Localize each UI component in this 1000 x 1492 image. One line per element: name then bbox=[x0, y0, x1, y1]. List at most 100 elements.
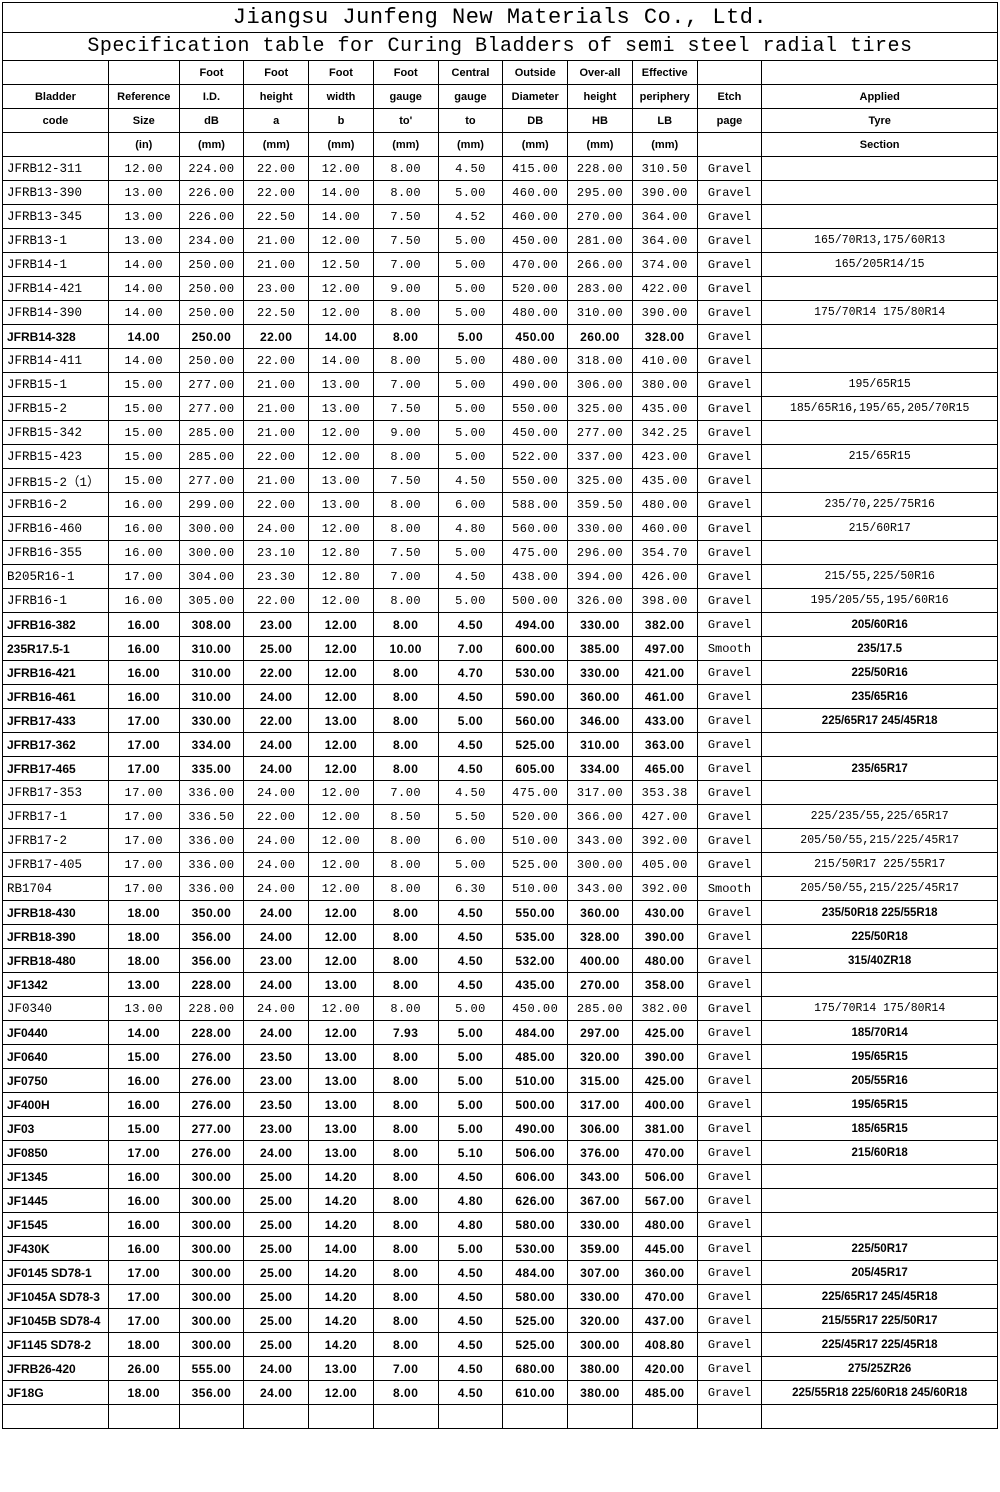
cell: 12.00 bbox=[309, 733, 374, 757]
cell: 12.00 bbox=[309, 877, 374, 901]
cell: 16.00 bbox=[108, 613, 179, 637]
cell: 16.00 bbox=[108, 1237, 179, 1261]
cell: 425.00 bbox=[632, 1021, 697, 1045]
cell: 175/70R14 175/80R14 bbox=[762, 301, 998, 325]
cell: 12.00 bbox=[309, 949, 374, 973]
cell: Gravel bbox=[697, 421, 762, 445]
table-row: JF1045B SD78-417.00300.0025.0014.208.004… bbox=[3, 1309, 998, 1333]
cell: 335.00 bbox=[179, 757, 244, 781]
cell: 8.00 bbox=[373, 685, 438, 709]
cell: 4.80 bbox=[438, 1189, 503, 1213]
cell: Gravel bbox=[697, 349, 762, 373]
cell: 18.00 bbox=[108, 1333, 179, 1357]
cell: 359.00 bbox=[568, 1237, 633, 1261]
cell: 680.00 bbox=[503, 1357, 568, 1381]
table-row: JFRB14-39014.00250.0022.5012.008.005.004… bbox=[3, 301, 998, 325]
cell: 8.00 bbox=[373, 661, 438, 685]
cell: 405.00 bbox=[632, 853, 697, 877]
table-row: JFRB17-35317.00336.0024.0012.007.004.504… bbox=[3, 781, 998, 805]
cell: 24.00 bbox=[244, 781, 309, 805]
cell: 285.00 bbox=[179, 445, 244, 469]
cell: 14.20 bbox=[309, 1165, 374, 1189]
cell: 7.50 bbox=[373, 205, 438, 229]
cell: 8.00 bbox=[373, 853, 438, 877]
cell: 16.00 bbox=[108, 661, 179, 685]
cell: 225/55R18 225/60R18 245/60R18 bbox=[762, 1381, 998, 1405]
table-row: JFRB16-38216.00308.0023.0012.008.004.504… bbox=[3, 613, 998, 637]
cell: 5.00 bbox=[438, 397, 503, 421]
cell: 506.00 bbox=[503, 1141, 568, 1165]
cell: 336.00 bbox=[179, 781, 244, 805]
cell: 310.50 bbox=[632, 157, 697, 181]
cell: Gravel bbox=[697, 1189, 762, 1213]
cell: 12.80 bbox=[309, 565, 374, 589]
cell: 24.00 bbox=[244, 877, 309, 901]
cell: 12.00 bbox=[309, 829, 374, 853]
cell: 215/60R17 bbox=[762, 517, 998, 541]
cell: 475.00 bbox=[503, 541, 568, 565]
cell: 225/50R16 bbox=[762, 661, 998, 685]
cell: 5.00 bbox=[438, 325, 503, 349]
cell: 520.00 bbox=[503, 277, 568, 301]
header-cell: Foot bbox=[244, 61, 309, 85]
cell: 363.00 bbox=[632, 733, 697, 757]
cell: 605.00 bbox=[503, 757, 568, 781]
cell: 14.20 bbox=[309, 1333, 374, 1357]
empty-cell bbox=[762, 1405, 998, 1429]
table-row: JF034013.00228.0024.0012.008.005.00450.0… bbox=[3, 997, 998, 1021]
cell: 17.00 bbox=[108, 853, 179, 877]
cell: Gravel bbox=[697, 397, 762, 421]
cell: Gravel bbox=[697, 205, 762, 229]
cell: 25.00 bbox=[244, 1237, 309, 1261]
table-row: RB170417.00336.0024.0012.008.006.30510.0… bbox=[3, 877, 998, 901]
cell: 12.00 bbox=[309, 157, 374, 181]
cell: 470.00 bbox=[503, 253, 568, 277]
cell: 390.00 bbox=[632, 1045, 697, 1069]
cell: 445.00 bbox=[632, 1237, 697, 1261]
cell: 285.00 bbox=[568, 997, 633, 1021]
cell: 5.00 bbox=[438, 301, 503, 325]
cell: 17.00 bbox=[108, 829, 179, 853]
cell: 4.50 bbox=[438, 1165, 503, 1189]
cell: 14.00 bbox=[108, 277, 179, 301]
cell: 318.00 bbox=[568, 349, 633, 373]
cell: 24.00 bbox=[244, 757, 309, 781]
cell: 224.00 bbox=[179, 157, 244, 181]
cell: 8.00 bbox=[373, 709, 438, 733]
cell: 14.00 bbox=[108, 1021, 179, 1045]
cell: 510.00 bbox=[503, 877, 568, 901]
header-cell: Foot bbox=[309, 61, 374, 85]
cell: 532.00 bbox=[503, 949, 568, 973]
cell: 22.00 bbox=[244, 181, 309, 205]
cell: 470.00 bbox=[632, 1141, 697, 1165]
cell: 13.00 bbox=[309, 1069, 374, 1093]
table-row: JF1045A SD78-317.00300.0025.0014.208.004… bbox=[3, 1285, 998, 1309]
empty-cell bbox=[697, 1405, 762, 1429]
cell: 426.00 bbox=[632, 565, 697, 589]
cell: JFRB14-328 bbox=[3, 325, 109, 349]
cell: 308.00 bbox=[179, 613, 244, 637]
cell bbox=[762, 421, 998, 445]
cell: JFRB15-2 bbox=[3, 397, 109, 421]
cell: 480.00 bbox=[503, 349, 568, 373]
cell: 23.50 bbox=[244, 1045, 309, 1069]
header-cell: Bladder bbox=[3, 85, 109, 109]
header-cell bbox=[762, 61, 998, 85]
cell: JFRB16-382 bbox=[3, 613, 109, 637]
cell: 22.00 bbox=[244, 709, 309, 733]
cell: 525.00 bbox=[503, 853, 568, 877]
cell: 205/55R16 bbox=[762, 1069, 998, 1093]
cell: Gravel bbox=[697, 277, 762, 301]
cell: 325.00 bbox=[568, 397, 633, 421]
cell: 24.00 bbox=[244, 1141, 309, 1165]
cell: Gravel bbox=[697, 373, 762, 397]
cell: 228.00 bbox=[179, 997, 244, 1021]
cell: 4.52 bbox=[438, 205, 503, 229]
table-row: 235R17.5-116.00310.0025.0012.0010.007.00… bbox=[3, 637, 998, 661]
cell: 480.00 bbox=[632, 1213, 697, 1237]
cell: 16.00 bbox=[108, 1165, 179, 1189]
empty-cell bbox=[244, 1405, 309, 1429]
cell: 12.00 bbox=[309, 301, 374, 325]
cell: 410.00 bbox=[632, 349, 697, 373]
cell: 346.00 bbox=[568, 709, 633, 733]
